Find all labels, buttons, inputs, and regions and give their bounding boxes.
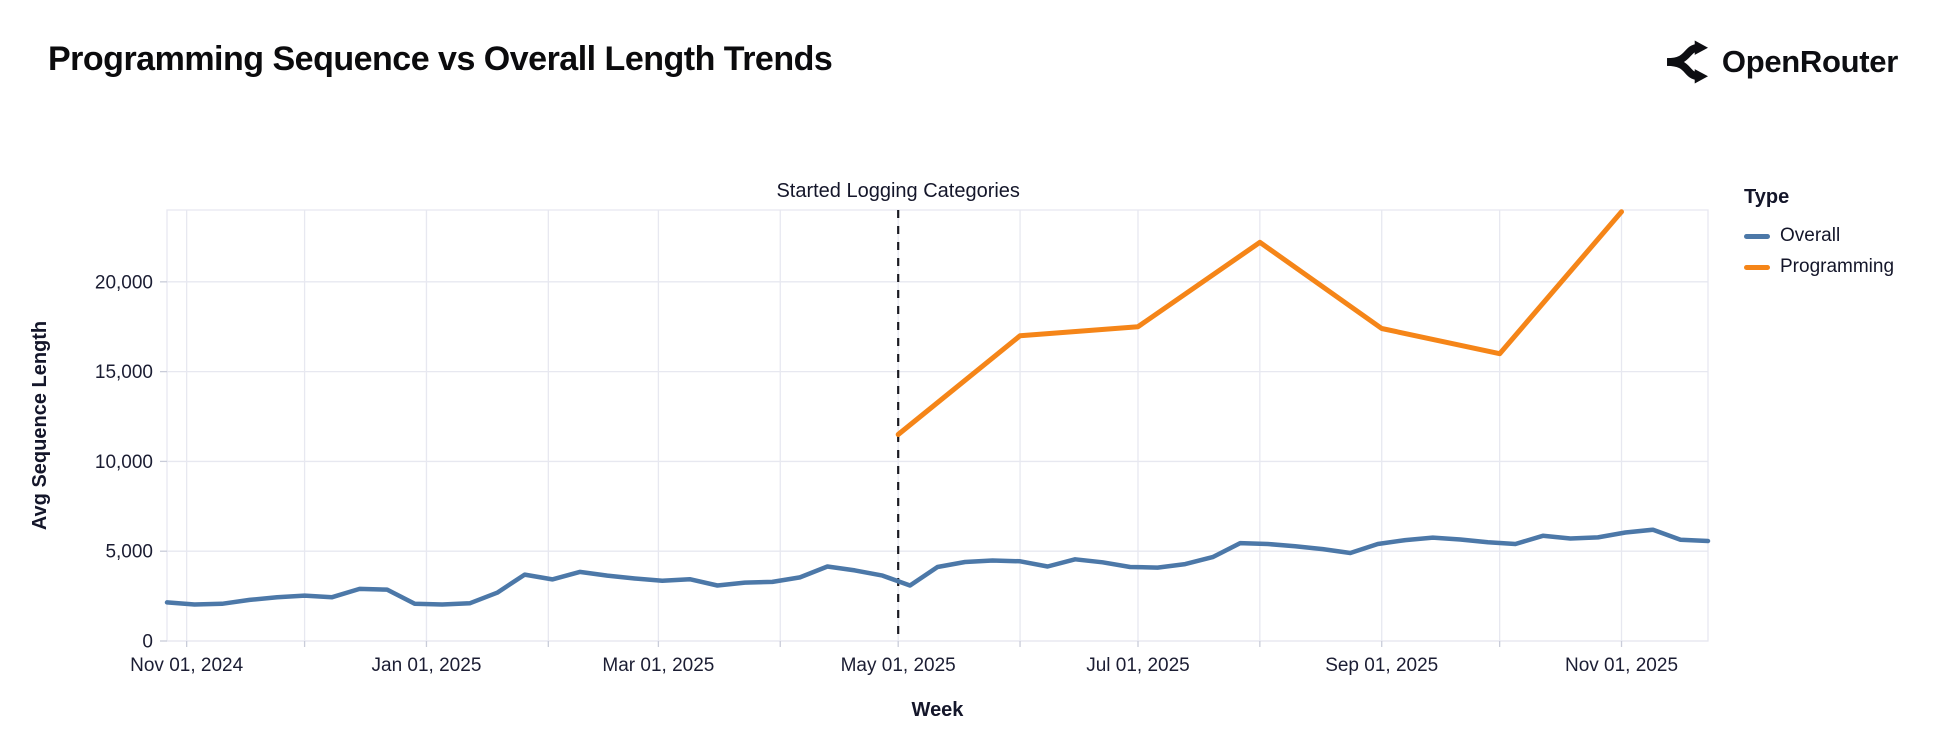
page-title: Programming Sequence vs Overall Length T…: [48, 40, 833, 78]
series-line-programming: [895, 209, 1624, 437]
x-tick-label: Jul 01, 2025: [1086, 655, 1190, 676]
brand-name: OpenRouter: [1721, 44, 1898, 79]
y-tick-label: 5,000: [105, 542, 153, 563]
legend-items: Overall Programming: [1744, 225, 1894, 278]
x-tick-label: Mar 01, 2025: [602, 655, 714, 676]
x-tick-label: Jan 01, 2025: [372, 655, 482, 676]
y-tick-label: 0: [142, 632, 153, 653]
openrouter-logo-icon: [1662, 39, 1708, 85]
series-line-overall: [164, 527, 1711, 607]
legend-swatch-programming: [1744, 264, 1770, 270]
x-tick-label: Sep 01, 2025: [1325, 655, 1438, 676]
annotation-text: Started Logging Categories: [776, 180, 1020, 202]
y-tick-label: 10,000: [95, 452, 153, 473]
legend: Type Overall Programming: [1744, 186, 1894, 287]
legend-label: Overall: [1780, 225, 1841, 246]
brand: OpenRouter: [1662, 36, 1898, 88]
x-tick-label: Nov 01, 2025: [1565, 655, 1678, 676]
plot-border: [166, 209, 1709, 642]
legend-title: Type: [1744, 186, 1790, 208]
legend-item-programming: Programming: [1744, 256, 1894, 278]
x-axis-title: Week: [912, 699, 965, 721]
y-axis-title: Avg Sequence Length: [29, 321, 51, 530]
legend-item-overall: Overall: [1744, 225, 1894, 247]
x-tick-label: May 01, 2025: [841, 655, 956, 676]
legend-swatch-overall: [1744, 233, 1770, 239]
y-tick-label: 20,000: [95, 272, 153, 293]
y-tick-label: 15,000: [95, 362, 153, 383]
x-tick-label: Nov 01, 2024: [130, 655, 243, 676]
legend-label: Programming: [1780, 256, 1895, 277]
